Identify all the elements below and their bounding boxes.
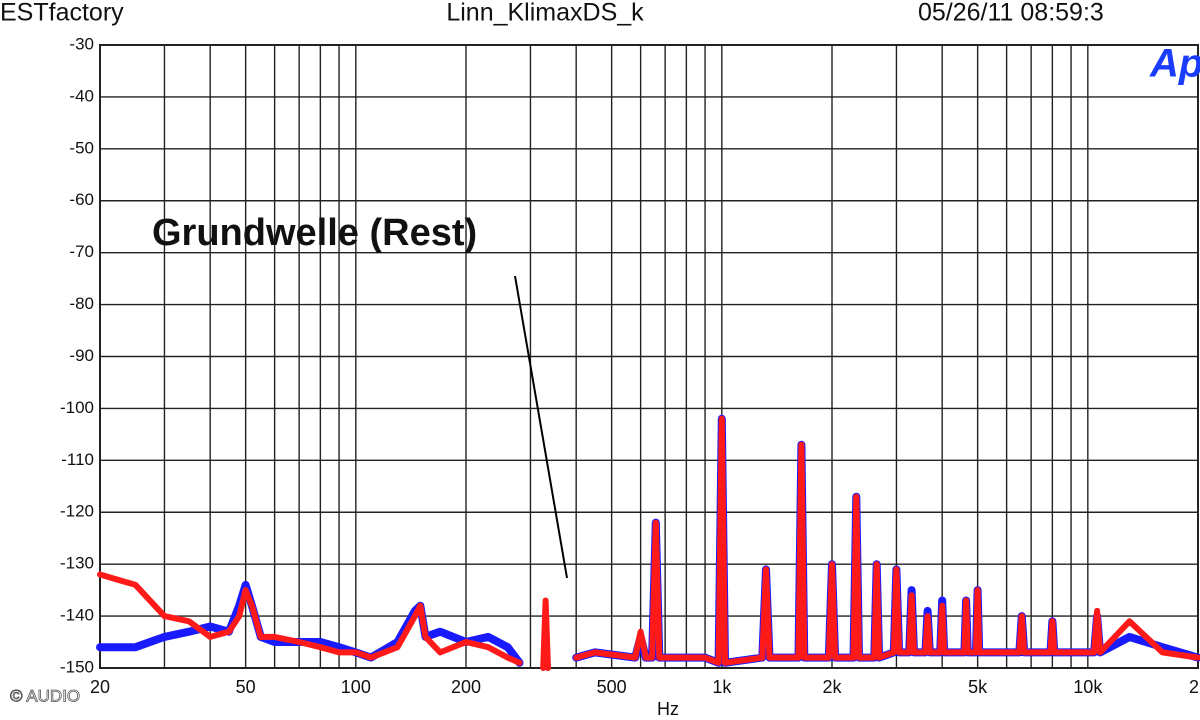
x-tick-label: 2 (1189, 677, 1199, 697)
series-line (97, 415, 1200, 671)
x-axis-label: Hz (657, 699, 679, 719)
header-left: ESTfactory (0, 0, 124, 27)
y-tick-label: -150 (60, 657, 94, 676)
x-tick-label: 500 (597, 677, 627, 697)
header-right: 05/26/11 08:59:3 (918, 0, 1104, 27)
x-tick-label: 5k (968, 677, 988, 697)
header-center: Linn_KlimaxDS_k (446, 0, 644, 27)
series-line (96, 414, 1200, 667)
x-tick-label: 50 (236, 677, 256, 697)
copyright: © AUDIO (10, 686, 80, 705)
x-tick-label: 100 (341, 677, 371, 697)
y-tick-label: -140 (60, 606, 94, 625)
y-tick-label: -130 (60, 554, 94, 573)
y-tick-label: -30 (69, 34, 94, 53)
y-tick-label: -110 (61, 450, 94, 469)
y-tick-label: -70 (69, 242, 94, 261)
x-tick-label: 1k (712, 677, 732, 697)
x-tick-label: 10k (1073, 677, 1103, 697)
x-tick-label: 2k (822, 677, 842, 697)
y-tick-label: -50 (69, 138, 94, 157)
y-tick-label: -60 (69, 190, 94, 209)
y-tick-label: -40 (69, 86, 94, 105)
logo: Ap (1149, 42, 1200, 86)
y-tick-label: -120 (60, 502, 94, 521)
x-tick-label: 20 (90, 677, 110, 697)
annotation-arrow (514, 275, 568, 579)
x-tick-label: 200 (451, 677, 481, 697)
y-tick-label: -90 (69, 346, 94, 365)
annotation: Grundwelle (Rest) (152, 212, 477, 254)
marks (96, 44, 1200, 671)
y-tick-label: -100 (60, 398, 94, 417)
y-tick-label: -80 (69, 294, 94, 313)
